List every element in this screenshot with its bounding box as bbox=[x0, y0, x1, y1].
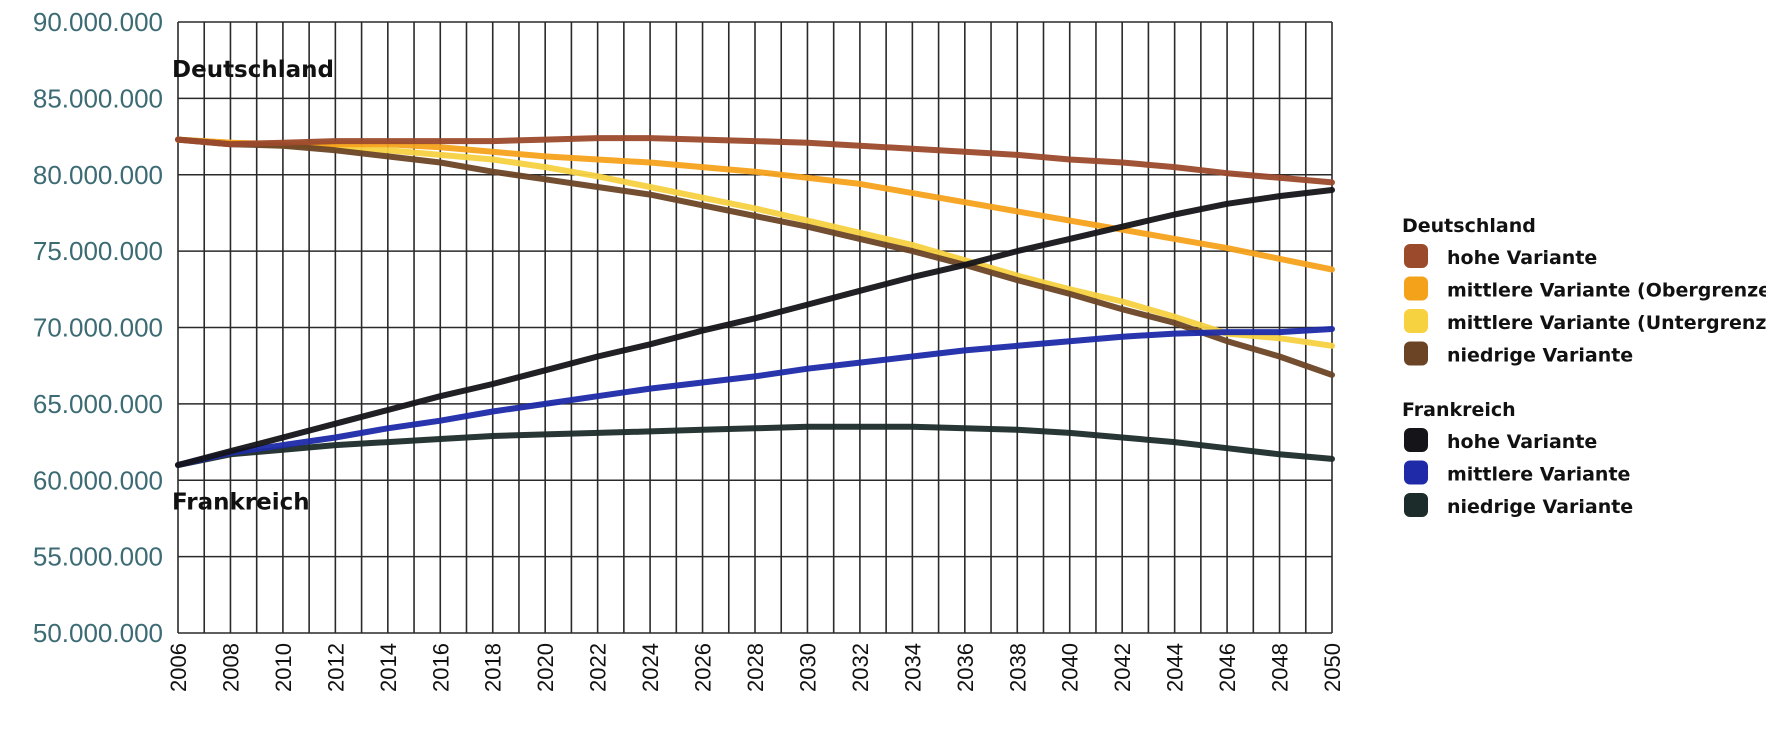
series-line-1 bbox=[175, 136, 1335, 273]
y-axis-ticks: 50.000.000 55.000.000 60.000.000 65.000.000… bbox=[33, 7, 163, 648]
series-line-6 bbox=[175, 187, 1335, 468]
x-tick-label: 2050 bbox=[1320, 643, 1345, 692]
x-tick-label: 2038 bbox=[1005, 643, 1030, 692]
series-line-4 bbox=[175, 423, 1335, 468]
x-tick-label: 2010 bbox=[271, 643, 296, 692]
legend: Deutschland hohe Variante mittlere Variant… bbox=[1402, 215, 1766, 518]
annotation-label: Deutschland bbox=[172, 57, 334, 83]
series-line-5 bbox=[175, 326, 1335, 468]
legend-swatch bbox=[1404, 276, 1428, 301]
y-tick-label: 85.000.000 bbox=[33, 83, 163, 113]
series-line-3 bbox=[175, 135, 1335, 186]
x-tick-label: 2040 bbox=[1058, 643, 1083, 692]
legend-item-label: niedrige Variante bbox=[1447, 496, 1633, 518]
series-line-0 bbox=[175, 136, 1335, 349]
x-tick-label: 2008 bbox=[218, 643, 243, 692]
y-tick-label: 70.000.000 bbox=[33, 313, 163, 343]
y-tick-label: 80.000.000 bbox=[33, 160, 163, 190]
x-tick-label: 2022 bbox=[586, 643, 611, 692]
series-lines bbox=[175, 135, 1335, 468]
legend-item-label: mittlere Variante (Obergrenze) bbox=[1447, 280, 1766, 302]
x-tick-label: 2034 bbox=[900, 643, 925, 692]
legend-swatch bbox=[1404, 309, 1428, 333]
x-tick-label: 2026 bbox=[691, 643, 716, 692]
legend-item-label: mittlere Variante bbox=[1447, 464, 1630, 486]
legend-swatch bbox=[1404, 428, 1428, 452]
x-tick-label: 2028 bbox=[743, 643, 768, 692]
x-tick-label: 2036 bbox=[953, 643, 978, 692]
x-tick-label: 2030 bbox=[795, 643, 820, 692]
legend-swatch bbox=[1404, 244, 1428, 268]
legend-swatch bbox=[1404, 460, 1428, 485]
x-tick-label: 2046 bbox=[1215, 643, 1240, 692]
legend-swatch bbox=[1404, 341, 1428, 366]
legend-item-label: niedrige Variante bbox=[1447, 345, 1633, 367]
series-line-2 bbox=[175, 136, 1335, 378]
grid bbox=[177, 21, 1333, 634]
x-tick-label: 2024 bbox=[638, 643, 663, 692]
x-tick-label: 2042 bbox=[1110, 643, 1135, 692]
x-tick-label: 2048 bbox=[1268, 643, 1293, 692]
legend-swatch bbox=[1404, 493, 1428, 517]
annotations: Deutschland Frankreich bbox=[172, 57, 334, 515]
y-tick-label: 50.000.000 bbox=[33, 618, 163, 648]
x-tick-label: 2018 bbox=[481, 643, 506, 692]
y-tick-label: 60.000.000 bbox=[33, 465, 163, 495]
y-tick-label: 75.000.000 bbox=[33, 236, 163, 266]
x-tick-label: 2006 bbox=[166, 643, 191, 692]
x-tick-label: 2032 bbox=[848, 643, 873, 692]
x-tick-label: 2020 bbox=[533, 643, 558, 692]
y-tick-label: 90.000.000 bbox=[33, 7, 163, 37]
legend-group-title: Frankreich bbox=[1402, 399, 1516, 421]
x-axis-ticks: 2006 2008 2010 2012 2014 2016 2018 2020 2022 2024… bbox=[166, 643, 1345, 692]
x-tick-label: 2044 bbox=[1163, 643, 1188, 692]
legend-item-label: hohe Variante bbox=[1447, 247, 1597, 269]
x-tick-label: 2014 bbox=[376, 643, 401, 692]
legend-item-label: hohe Variante bbox=[1447, 431, 1597, 453]
y-tick-label: 55.000.000 bbox=[33, 542, 163, 572]
y-tick-label: 65.000.000 bbox=[33, 389, 163, 419]
x-tick-label: 2012 bbox=[323, 643, 348, 692]
x-tick-label: 2016 bbox=[428, 643, 453, 692]
annotation-label: Frankreich bbox=[172, 489, 310, 515]
legend-group-title: Deutschland bbox=[1402, 215, 1536, 237]
legend-item-label: mittlere Variante (Untergrenze) bbox=[1447, 312, 1766, 334]
